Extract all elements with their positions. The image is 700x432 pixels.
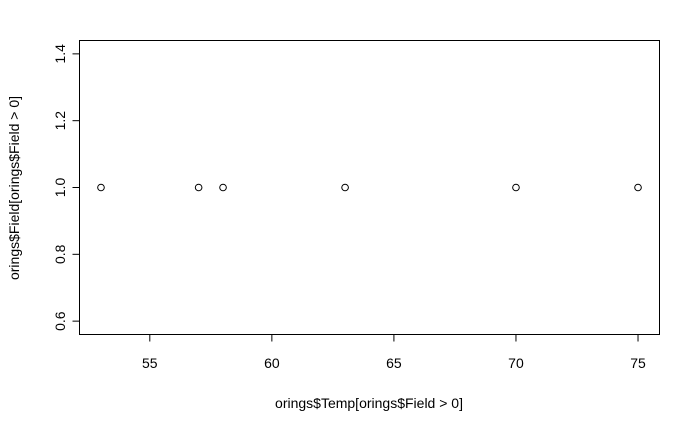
y-axis-label: orings$Field[orings$Field > 0] xyxy=(6,96,22,280)
x-axis: 55 60 65 70 75 xyxy=(142,334,646,371)
data-point xyxy=(341,183,349,192)
y-tick-label: 0.8 xyxy=(52,244,68,264)
data-point xyxy=(194,183,203,192)
x-tick-label: 60 xyxy=(264,355,280,371)
x-tick-label: 65 xyxy=(386,355,402,371)
y-axis: 0.6 0.8 1.0 1.2 1.4 xyxy=(52,44,80,331)
y-tick-label: 1.2 xyxy=(52,111,68,131)
data-points xyxy=(97,183,642,192)
data-point xyxy=(97,183,105,192)
x-tick-label: 55 xyxy=(142,355,158,371)
data-point xyxy=(512,183,520,192)
plot-frame xyxy=(79,40,660,335)
data-point xyxy=(634,183,642,192)
y-tick-label: 0.6 xyxy=(52,311,68,331)
y-tick-label: 1.0 xyxy=(52,178,68,198)
x-tick-label: 75 xyxy=(630,355,646,371)
data-point xyxy=(219,183,227,192)
x-tick-label: 70 xyxy=(508,355,524,371)
x-axis-label: orings$Temp[orings$Field > 0] xyxy=(275,395,463,411)
y-tick-label: 1.4 xyxy=(52,44,68,64)
